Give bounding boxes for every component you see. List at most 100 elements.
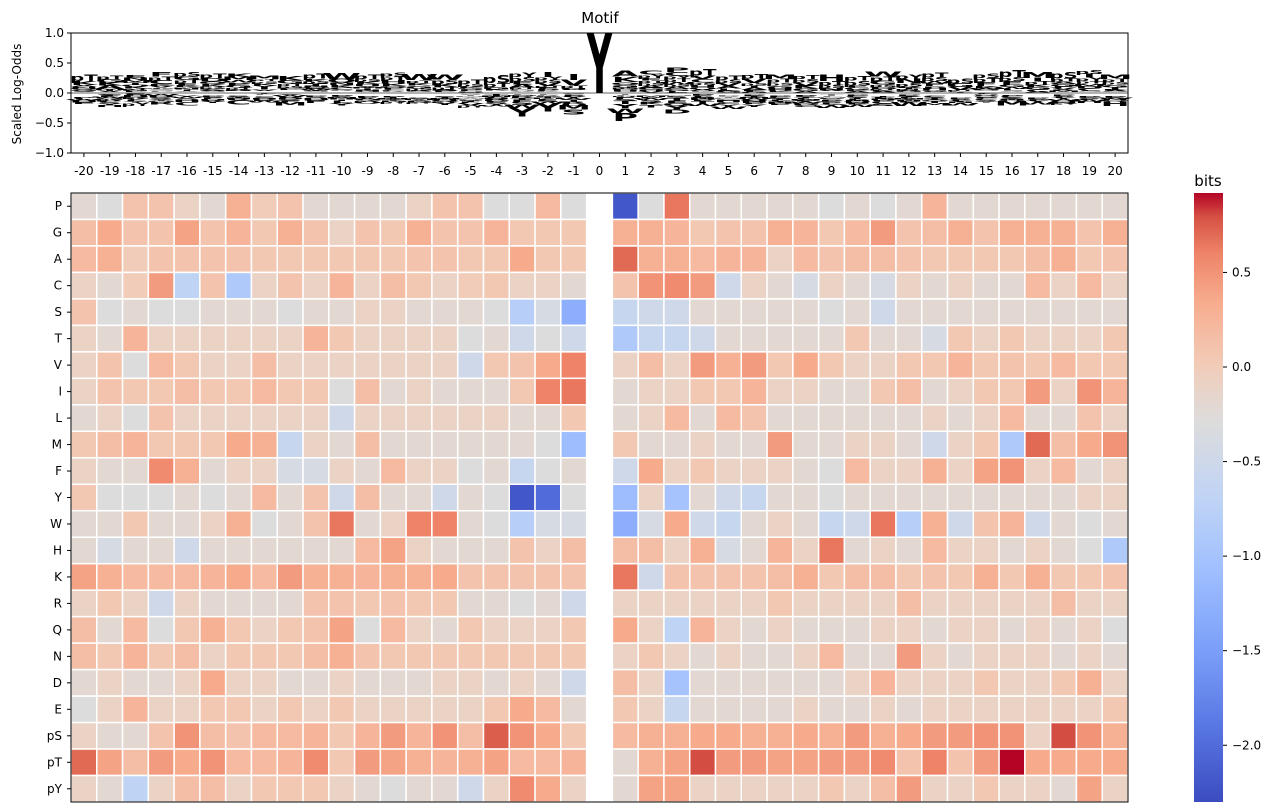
heatmap-cell	[972, 192, 1000, 221]
heatmap-cell	[688, 457, 717, 486]
heatmap-cell	[817, 218, 846, 247]
heatmap-cell	[250, 642, 278, 671]
heatmap-cell	[792, 192, 820, 221]
logo-letter: H	[379, 79, 408, 85]
logo-letter: Y	[560, 97, 588, 99]
heatmap-cell	[534, 404, 562, 433]
logo-letter: C	[999, 96, 1025, 98]
heatmap-row-label: A	[54, 252, 63, 266]
logo-x-tick-label: 20	[1107, 164, 1122, 178]
logo-letter: R	[199, 100, 226, 102]
logo-x-tick-label: 15	[979, 164, 994, 178]
logo-letter: W	[297, 89, 335, 90]
heatmap-cell	[1024, 377, 1052, 406]
heatmap-cell	[611, 271, 639, 300]
heatmap-cell	[173, 536, 201, 565]
heatmap-cell	[405, 192, 433, 221]
heatmap-cell	[147, 589, 175, 618]
logo-letter: W	[967, 88, 1005, 89]
logo-letter: E	[562, 95, 586, 96]
heatmap-cell	[379, 536, 407, 565]
logo-letter: S	[149, 97, 174, 99]
heatmap-cell	[353, 536, 382, 565]
logo-letter: pT	[173, 79, 201, 84]
heatmap-cell	[869, 483, 897, 512]
logo-letter: E	[124, 74, 148, 78]
logo-letter: Y	[663, 105, 691, 111]
heatmap-cell	[792, 298, 820, 327]
heatmap-cell	[895, 298, 923, 327]
logo-letter: P	[71, 97, 97, 99]
logo-y-tick-label: 1.0	[45, 26, 64, 40]
heatmap-cell	[96, 457, 124, 486]
logo-letter: K	[509, 89, 537, 90]
logo-letter: pT	[792, 75, 820, 81]
logo-letter: G	[198, 91, 227, 92]
heatmap-cell	[946, 562, 975, 591]
heatmap-row-label: T	[54, 332, 63, 346]
heatmap-cell	[972, 271, 1000, 300]
heatmap-cell	[1049, 748, 1078, 777]
heatmap-cell	[637, 695, 665, 724]
heatmap-cell	[70, 404, 98, 433]
heatmap-row-label: L	[55, 411, 62, 425]
heatmap-cell	[817, 721, 846, 750]
logo-letter: K	[715, 90, 743, 92]
logo-letter: F	[562, 94, 586, 95]
heatmap-cell	[250, 218, 278, 247]
heatmap-cell	[250, 430, 278, 459]
heatmap-cell	[869, 536, 897, 565]
heatmap-cell	[1024, 245, 1052, 274]
heatmap-cell	[637, 589, 665, 618]
logo-letter: H	[636, 90, 665, 92]
heatmap-cell	[1075, 351, 1103, 380]
logo-letter: C	[690, 78, 716, 84]
heatmap-cell	[946, 642, 975, 671]
logo-letter: H	[430, 99, 459, 101]
heatmap-cell	[276, 615, 304, 644]
logo-letter: Q	[739, 100, 769, 101]
logo-letter: M	[402, 99, 437, 101]
logo-letter: T	[536, 96, 560, 98]
logo-letter: G	[869, 80, 898, 86]
logo-letter: P	[200, 96, 226, 98]
heatmap-cell	[688, 642, 717, 671]
logo-letter: Q	[327, 78, 357, 84]
logo-letter: pT	[998, 68, 1026, 79]
heatmap-cell	[121, 298, 150, 327]
heatmap-cell	[224, 589, 253, 618]
logo-letter: pT	[1076, 80, 1104, 84]
logo-letter: H	[276, 96, 305, 98]
heatmap-cell	[147, 509, 175, 538]
heatmap-cell	[637, 218, 665, 247]
logo-letter: D	[611, 89, 640, 91]
heatmap-cell	[224, 430, 253, 459]
logo-letter: M	[1098, 73, 1133, 80]
logo-letter: Q	[95, 98, 125, 99]
logo-letter: pS	[972, 73, 1000, 80]
heatmap-cell	[611, 748, 639, 777]
logo-letter: A	[792, 91, 820, 94]
logo-letter: Y	[96, 103, 124, 105]
heatmap-cell	[869, 509, 897, 538]
heatmap-cell	[921, 324, 949, 353]
logo-letter: H	[327, 98, 356, 100]
logo-letter: pT	[534, 86, 562, 89]
logo-letter: H	[559, 88, 588, 90]
heatmap-cell	[224, 615, 253, 644]
heatmap-cell	[508, 430, 536, 459]
logo-letter: F	[381, 87, 405, 90]
heatmap-cell	[173, 192, 201, 221]
logo-letter: pT	[70, 73, 98, 84]
heatmap-cell	[96, 245, 124, 274]
logo-letter: I	[361, 88, 374, 90]
heatmap-cell	[276, 271, 304, 300]
logo-letter: K	[199, 83, 227, 87]
heatmap-cell	[70, 271, 98, 300]
heatmap-cell	[199, 271, 227, 300]
heatmap-cell	[921, 589, 949, 618]
heatmap-cell	[1024, 642, 1052, 671]
colorbar-label: bits	[1194, 172, 1222, 190]
heatmap-cell	[328, 668, 356, 697]
logo-x-tick-label: -4	[490, 164, 502, 178]
